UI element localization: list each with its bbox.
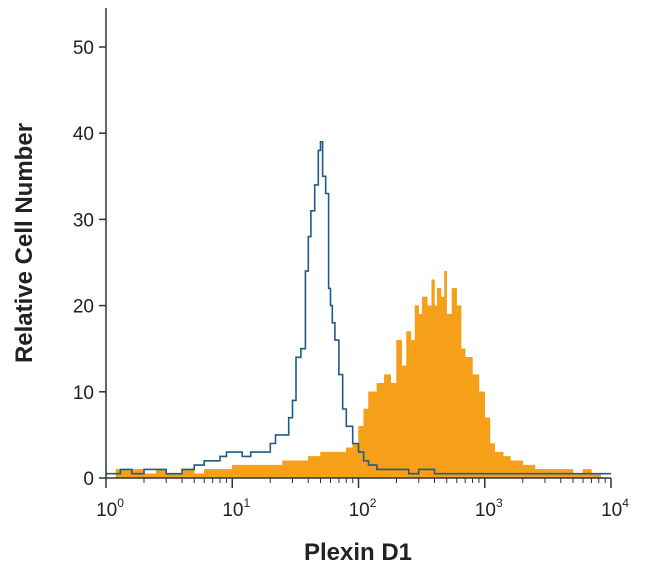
x-tick-label-1: 101: [222, 496, 250, 521]
x-tick-label-4: 104: [601, 496, 629, 521]
y-tick-label-0: 0: [83, 469, 94, 490]
y-tick-label-4: 40: [73, 124, 94, 145]
x-tick-label-0: 100: [96, 496, 124, 521]
x-axis-ticks: 100 101 102 103 104: [96, 478, 629, 521]
plot-area: [106, 141, 611, 479]
y-axis-title: Relative Cell Number: [11, 123, 38, 363]
y-tick-label-5: 50: [73, 38, 94, 59]
y-tick-label-3: 30: [73, 210, 94, 231]
y-axis-ticks: 0 10 20 30 40 50: [73, 38, 106, 490]
histogram-series-1: [106, 141, 611, 475]
x-tick-label-2: 102: [349, 496, 377, 521]
x-axis-title: Plexin D1: [304, 539, 412, 566]
histogram-series-0: [115, 270, 602, 479]
y-tick-label-1: 10: [73, 383, 94, 404]
x-tick-label-3: 103: [475, 496, 503, 521]
y-tick-label-2: 20: [73, 297, 94, 318]
